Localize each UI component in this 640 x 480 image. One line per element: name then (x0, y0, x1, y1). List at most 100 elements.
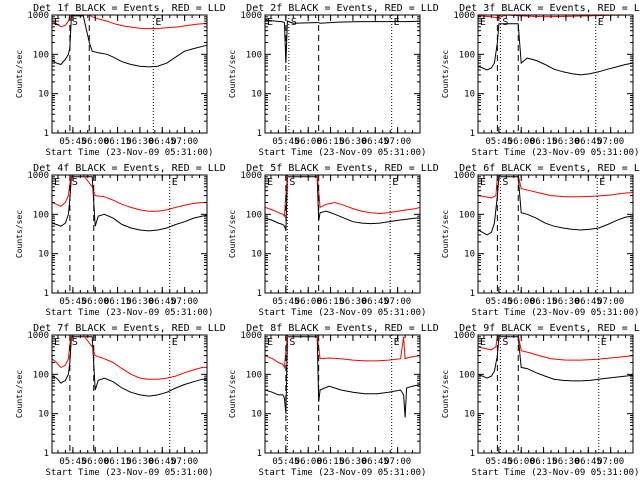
marker-label: E (480, 17, 486, 28)
x-tick-label: 06:15 (530, 137, 557, 147)
chart-title: Det 6f BLACK = Events, RED = LLD (459, 163, 640, 174)
y-tick-label: 1 (257, 289, 262, 299)
plot-frame (477, 174, 634, 294)
x-tick-label: 07:00 (597, 457, 624, 467)
x-tick-label: 06:45 (362, 457, 389, 467)
y-axis-label: Counts/sec (441, 370, 450, 418)
marker-label: E (598, 17, 604, 28)
series-line-lld (265, 335, 420, 370)
y-tick-label: 1000 (453, 171, 475, 181)
y-tick-label: 10 (251, 250, 262, 260)
x-tick-label: 06:45 (362, 137, 389, 147)
x-tick-label: 06:00 (508, 137, 535, 147)
marker-label: S (72, 177, 78, 188)
x-tick-label: 06:00 (82, 137, 109, 147)
series-line-events (265, 176, 420, 231)
panel-det-4: Det 4f BLACK = Events, RED = LLD E S E 1 10 10… (15, 163, 226, 318)
x-tick-label: 06:30 (552, 137, 579, 147)
x-tick-label: 06:00 (82, 297, 109, 307)
panel-det-2: Det 2f BLACK = Events, RED = LLD E S E 1 10 10… (228, 3, 439, 158)
y-tick-label: 100 (33, 370, 49, 380)
chart-title: Det 3f BLACK = Events, RED = LLD (459, 3, 640, 14)
panel-det-7: Det 7f BLACK = Events, RED = LLD E S E 1 10 10… (15, 323, 226, 478)
x-tick-label: 06:00 (295, 297, 322, 307)
series-line-lld (478, 175, 633, 199)
plot-frame (477, 14, 634, 134)
plot-frame (477, 334, 634, 454)
y-tick-label: 1000 (453, 331, 475, 341)
series-line-events (478, 176, 633, 236)
marker-label: E (394, 337, 400, 348)
y-tick-label: 1 (257, 129, 262, 139)
marker-label: S (289, 337, 295, 348)
x-tick-label: 06:15 (104, 137, 131, 147)
x-tick-label: 06:45 (575, 297, 602, 307)
series-line-events (52, 15, 207, 68)
marker-label: E (267, 17, 273, 28)
x-tick-label: 06:45 (575, 457, 602, 467)
marker-label: E (394, 17, 400, 28)
marker-label: E (172, 337, 178, 348)
y-tick-label: 100 (459, 370, 475, 380)
x-tick-label: 07:00 (597, 297, 624, 307)
chart-title: Det 8f BLACK = Events, RED = LLD (246, 323, 439, 334)
y-tick-label: 1000 (27, 11, 49, 21)
chart-title: Det 7f BLACK = Events, RED = LLD (33, 323, 226, 334)
y-axis-label: Counts/sec (15, 50, 24, 98)
chart-title: Det 1f BLACK = Events, RED = LLD (33, 3, 226, 14)
plot-frame (51, 14, 208, 134)
y-tick-label: 10 (464, 90, 475, 100)
marker-label: E (267, 177, 273, 188)
y-tick-label: 1000 (240, 331, 262, 341)
x-tick-label: 06:00 (295, 137, 322, 147)
x-tick-label: 07:00 (384, 457, 411, 467)
marker-label: S (291, 17, 297, 28)
series-line-events (265, 336, 420, 418)
y-tick-label: 1 (44, 289, 49, 299)
series-line-lld (265, 175, 420, 218)
x-tick-label: 07:00 (171, 137, 198, 147)
plot-frame (264, 334, 421, 454)
series-line-lld (478, 335, 633, 361)
x-tick-label: 05:45 (59, 457, 86, 467)
y-axis-label: Counts/sec (441, 50, 450, 98)
x-tick-label: 07:00 (171, 457, 198, 467)
y-tick-label: 1 (470, 289, 475, 299)
y-tick-label: 100 (459, 210, 475, 220)
series-line-events (478, 23, 633, 76)
marker-label: E (480, 177, 486, 188)
y-tick-label: 10 (38, 410, 49, 420)
y-tick-label: 1 (257, 449, 262, 459)
y-tick-label: 100 (459, 50, 475, 60)
y-tick-label: 10 (251, 410, 262, 420)
x-tick-label: 06:30 (339, 457, 366, 467)
x-tick-label: 05:45 (272, 137, 299, 147)
plot-frame (264, 174, 421, 294)
x-axis-label: Start Time (23-Nov-09 05:31:00) (46, 468, 214, 478)
x-tick-label: 06:00 (82, 457, 109, 467)
y-axis-label: Counts/sec (228, 50, 237, 98)
y-tick-label: 10 (464, 410, 475, 420)
marker-label: S (502, 177, 508, 188)
series-line-lld (52, 175, 207, 212)
x-axis-label: Start Time (23-Nov-09 05:31:00) (259, 468, 427, 478)
y-axis-label: Counts/sec (15, 370, 24, 418)
series-line-events (265, 19, 420, 64)
x-tick-label: 06:30 (339, 297, 366, 307)
y-tick-label: 1 (44, 449, 49, 459)
y-tick-label: 10 (464, 250, 475, 260)
plot-frame (264, 14, 421, 134)
marker-label: E (392, 177, 398, 188)
x-tick-label: 05:45 (59, 297, 86, 307)
marker-label: S (502, 337, 508, 348)
x-tick-label: 06:30 (339, 137, 366, 147)
marker-label: S (72, 17, 78, 28)
x-axis-label: Start Time (23-Nov-09 05:31:00) (259, 308, 427, 318)
x-tick-label: 06:45 (362, 297, 389, 307)
marker-label: S (72, 337, 78, 348)
y-tick-label: 1000 (240, 171, 262, 181)
marker-label: S (502, 17, 508, 28)
chart-title: Det 9f BLACK = Events, RED = LLD (459, 323, 640, 334)
y-axis-label: Counts/sec (228, 370, 237, 418)
y-tick-label: 1000 (27, 331, 49, 341)
